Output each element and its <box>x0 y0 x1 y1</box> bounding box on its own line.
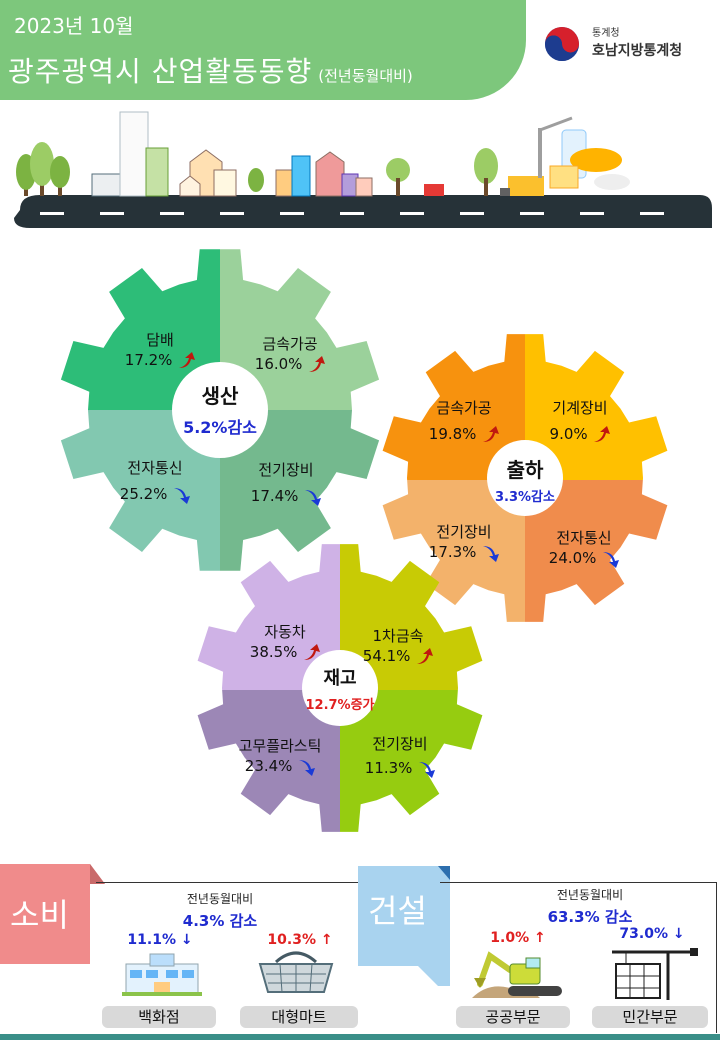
department-store-label: 백화점 <box>102 1006 216 1028</box>
item-name: 자동차 <box>264 623 306 641</box>
report-date: 2023년 10월 <box>14 14 134 38</box>
tower-crane-icon <box>612 948 698 1000</box>
item-name: 전자통신 <box>127 459 183 477</box>
construction-value: 63.3% 감소 <box>547 908 633 926</box>
shipment-item-machinery: 기계장비 9.0% <box>530 398 630 444</box>
item-pct: 24.0% <box>548 549 597 567</box>
item-pct: 38.5% <box>249 643 298 661</box>
up-arrow-icon <box>594 425 611 442</box>
item-pct: 25.2% <box>119 485 168 503</box>
production-value: 5.2%감소 <box>183 418 257 437</box>
shipment-item-metal: 금속가공 19.8% <box>414 398 514 444</box>
production-item-electronics: 전자통신 25.2% <box>100 458 210 504</box>
item-pct: 17.3% <box>428 543 477 561</box>
taegeuk-logo-icon <box>545 27 579 61</box>
down-arrow-icon <box>305 489 322 506</box>
item-pct: 9.0% <box>549 425 588 443</box>
production-item-electric: 전기장비 17.4% <box>236 460 336 506</box>
consumption-value: 4.3% 감소 <box>182 912 258 930</box>
item-name: 기계장비 <box>552 399 608 417</box>
item-pct: 17.2% <box>124 351 173 369</box>
up-arrow-icon <box>304 643 321 660</box>
inventory-item-electric: 전기장비 11.3% <box>350 734 450 778</box>
shipment-item-electronics: 전자통신 24.0% <box>534 528 634 568</box>
department-store-pct: 11.1% ↓ <box>127 932 193 948</box>
inventory-value: 12.7%증가 <box>305 698 375 713</box>
item-name: 전자통신 <box>556 529 612 547</box>
city-road-illustration <box>14 111 712 228</box>
item-pct: 23.4% <box>244 757 293 775</box>
department-store-icon <box>122 953 202 996</box>
item-pct: 17.4% <box>250 487 299 505</box>
shipment-value: 3.3%감소 <box>495 490 555 505</box>
trees-left <box>16 142 70 196</box>
item-name: 전기장비 <box>436 523 492 541</box>
inventory-item-rubber-plastic: 고무플라스틱 23.4% <box>220 736 340 776</box>
consumption-panel <box>96 882 358 1033</box>
item-pct: 19.8% <box>428 425 477 443</box>
item-name: 전기장비 <box>258 461 314 479</box>
mart-label: 대형마트 <box>240 1006 358 1028</box>
page-subtitle: (전년동월대비) <box>318 67 413 85</box>
item-name: 담배 <box>146 331 174 349</box>
inventory-center <box>302 650 378 726</box>
shipment-item-electric: 전기장비 17.3% <box>412 522 516 562</box>
inventory-title: 재고 <box>323 668 357 689</box>
consumption-tab-label: 소비 <box>10 896 69 934</box>
bottom-bar <box>0 1034 720 1040</box>
public-sector-pct: 1.0% ↑ <box>490 930 546 946</box>
item-pct: 54.1% <box>362 647 411 665</box>
org-name: 호남지방통계청 <box>592 43 683 59</box>
shipment-title: 출하 <box>506 458 544 482</box>
construction-compare: 전년동월대비 <box>556 888 624 902</box>
page-title: 광주광역시 산업활동동향 (전년동월대비) <box>8 50 413 90</box>
private-sector-pct: 73.0% ↓ <box>619 926 685 942</box>
item-name: 1차금속 <box>372 627 424 645</box>
down-arrow-icon <box>419 761 436 778</box>
mart-pct: 10.3% ↑ <box>267 932 333 948</box>
item-name: 금속가공 <box>262 335 318 353</box>
up-arrow-icon <box>179 351 196 368</box>
private-sector-label: 민간부문 <box>592 1006 708 1028</box>
down-arrow-icon <box>174 487 191 504</box>
up-arrow-icon <box>417 647 434 664</box>
inventory-item-primary-metal: 1차금속 54.1% <box>348 626 448 666</box>
up-arrow-icon <box>483 425 500 442</box>
construction-tab <box>358 866 450 986</box>
item-name: 전기장비 <box>372 735 428 753</box>
inventory-item-auto: 자동차 38.5% <box>240 622 330 662</box>
org-small-label: 통계청 <box>592 28 620 39</box>
public-sector-label: 공공부문 <box>456 1006 570 1028</box>
shopping-basket-icon <box>258 951 334 993</box>
header-banner <box>0 0 526 100</box>
page-title-text: 광주광역시 산업활동동향 <box>8 55 313 88</box>
item-name: 금속가공 <box>436 399 492 417</box>
consumption-tab <box>0 864 105 964</box>
construction-panel <box>440 882 717 1033</box>
item-name: 고무플라스틱 <box>238 737 322 755</box>
down-arrow-icon <box>603 551 620 568</box>
shipment-center <box>487 440 563 516</box>
production-item-tobacco: 담배 17.2% <box>110 330 210 370</box>
item-pct: 11.3% <box>364 759 413 777</box>
production-item-metal: 금속가공 16.0% <box>240 334 340 374</box>
excavator-icon <box>472 951 562 998</box>
gear-charts <box>60 249 668 832</box>
item-pct: 16.0% <box>254 355 303 373</box>
up-arrow-icon <box>309 355 326 372</box>
production-center <box>172 362 268 458</box>
down-arrow-icon <box>483 545 500 562</box>
production-title: 생산 <box>201 384 239 408</box>
construction-tab-label: 건설 <box>368 892 427 930</box>
down-arrow-icon <box>299 759 316 776</box>
consumption-compare: 전년동월대비 <box>186 892 254 906</box>
